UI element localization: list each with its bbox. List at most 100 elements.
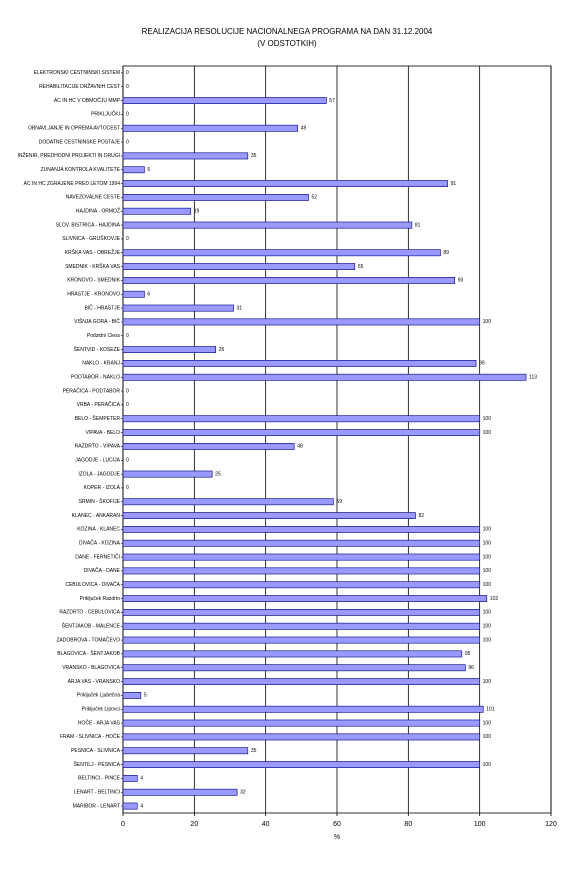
y-tick-label: VIPAVA - BELO: [86, 430, 121, 436]
value-label: 6: [147, 292, 150, 298]
value-label: 48: [297, 444, 303, 450]
y-tick-label: VIŠNJA GORA - BIČ: [74, 318, 120, 325]
value-label: 0: [126, 139, 129, 145]
value-label: 0: [126, 402, 129, 408]
y-tick-label: BELTINCI - PINCE: [78, 776, 121, 782]
value-label: 49: [301, 126, 307, 132]
y-tick-label: ŠENTILJ - PESNICA: [74, 761, 121, 768]
bar: [122, 775, 138, 782]
y-tick-label: Priključek Razdrto: [80, 596, 121, 602]
y-tick-label: IZOLA - JAGODJE: [78, 471, 120, 477]
y-tick-label: NAVEZOVALNE CESTE: [66, 195, 121, 201]
x-tick-label: 60: [333, 821, 341, 828]
y-tick-label: OBNAVLJANJE IN OPREMA AVTOCEST: [28, 126, 120, 132]
y-tick-label: KRŠKA VAS - OBREŽJE: [65, 248, 121, 256]
value-label: 0: [126, 70, 129, 76]
bar: [122, 733, 480, 741]
bar: [122, 207, 192, 215]
value-label: 89: [443, 250, 449, 256]
value-label: 52: [311, 195, 317, 201]
bar: [122, 277, 456, 284]
bar: [122, 373, 527, 381]
value-label: 4: [140, 803, 143, 809]
value-label: 35: [251, 153, 257, 159]
value-label: 100: [483, 541, 492, 547]
value-label: 96: [468, 665, 474, 671]
y-tick-label: RAZDRTO - VIPAVA: [75, 444, 121, 450]
bar: [122, 221, 413, 229]
bar: [122, 249, 441, 257]
y-tick-label: KLANEC - ANKARAN: [72, 513, 121, 519]
y-tick-label: DODATNE CESTNINSKE POSTAJE: [39, 139, 121, 145]
value-label: 0: [126, 388, 129, 394]
bar: [122, 622, 480, 630]
y-tick-label: SLOV. BISTRICA - HAJDINA: [56, 222, 121, 228]
bar: [122, 429, 480, 436]
value-label: 65: [358, 264, 364, 270]
x-tick-label: 0: [121, 821, 125, 828]
value-label: 19: [194, 209, 200, 215]
value-label: 0: [126, 458, 129, 464]
value-label: 5: [144, 693, 147, 699]
value-label: 100: [483, 720, 492, 726]
value-label: 91: [451, 181, 457, 187]
y-tick-label: KOZINA - KLANEC: [77, 527, 120, 533]
y-tick-label: MARIBOR - LENART: [73, 803, 120, 809]
value-label: 99: [479, 361, 485, 367]
value-label: 95: [465, 651, 471, 657]
bar: [122, 581, 480, 589]
value-label: 100: [483, 762, 492, 768]
value-label: 0: [126, 333, 129, 339]
y-tick-label: SMEDNIK - KRŠKA VAS: [65, 263, 121, 270]
y-tick-label: DANE - FERNETIČI: [75, 553, 120, 560]
bar: [122, 263, 356, 270]
value-label: 100: [483, 734, 492, 740]
bar: [122, 498, 334, 506]
y-tick-label: SLIVNICA - GRUŠKOVJE: [62, 235, 120, 242]
bar: [122, 664, 466, 672]
value-label: 81: [415, 222, 421, 228]
value-label: 100: [483, 527, 492, 533]
y-tick-label: ARJA VAS - VRANSKO: [68, 679, 121, 685]
y-tick-label: BLAGOVICA - ŠENTJAKOB: [57, 650, 120, 657]
value-label: 4: [140, 776, 143, 782]
y-tick-label: LENART - BELTINCI: [74, 790, 120, 796]
value-label: 100: [483, 624, 492, 630]
x-axis-label: %: [334, 834, 340, 841]
value-label: 113: [529, 375, 537, 381]
value-label: 100: [483, 568, 492, 574]
bar: [122, 360, 477, 367]
y-tick-label: FRAM - SLIVNICA - HOČE: [60, 733, 121, 740]
value-label: 31: [237, 305, 243, 311]
value-label: 101: [486, 707, 495, 713]
y-tick-label: Priključek Lipovci: [82, 707, 120, 713]
y-tick-label: HOČE - ARJA VAS: [78, 719, 121, 726]
value-label: 100: [483, 319, 492, 325]
y-tick-label: ŠENTJAKOB - MALENCE: [62, 623, 121, 630]
bar: [122, 97, 327, 104]
bar: [122, 290, 145, 298]
y-tick-label: DIVAČA - DANE: [84, 567, 121, 574]
y-tick-label: HAJDINA - ORMOŽ: [76, 207, 120, 215]
y-tick-label: Priključek Ljubečna: [77, 693, 120, 699]
x-tick-label: 20: [190, 821, 198, 828]
y-tick-label: PESNICA - SLIVNICA: [71, 748, 121, 754]
value-label: 32: [240, 790, 246, 796]
x-tick-label: 40: [262, 821, 270, 828]
value-label: 57: [329, 98, 335, 104]
x-tick-label: 100: [474, 821, 486, 828]
y-tick-label: INŽENIR, PREDHODNI PROJEKTI IN DRUGI: [17, 151, 120, 159]
bar: [122, 512, 416, 519]
y-tick-label: PODTABOR - NAKLO: [71, 375, 120, 381]
value-label: 100: [483, 416, 492, 422]
chart-title: REALIZACIJA RESOLUCIJE NACIONALNEGA PROG…: [142, 27, 433, 36]
value-label: 100: [483, 582, 492, 588]
bar: [122, 166, 145, 174]
value-label: 0: [126, 112, 129, 118]
value-label: 6: [147, 167, 150, 173]
bar: [122, 553, 480, 561]
bar: [122, 180, 448, 187]
y-tick-label: AC IN HC ZGRAJENE PRED LETOM 1994: [24, 181, 121, 187]
y-tick-label: BELO - ŠEMPETER: [75, 415, 121, 422]
